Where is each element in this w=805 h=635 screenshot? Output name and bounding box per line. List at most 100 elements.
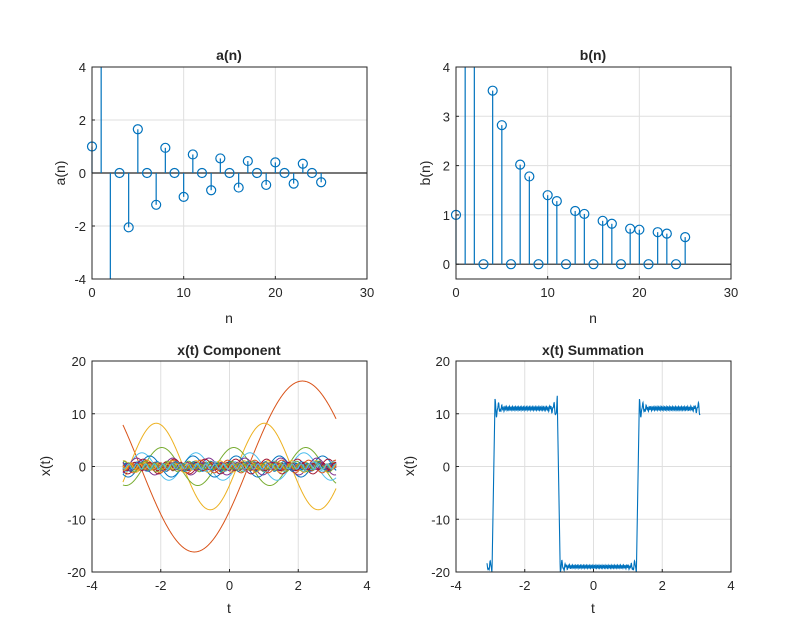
x-axis-label: t [227, 600, 231, 616]
y-tick-label: 2 [79, 113, 86, 128]
stem-marker [533, 259, 544, 270]
y-axis-label: x(t) [401, 456, 417, 476]
panel-a-n: a(n) 0 10 20 30 -4 -2 0 2 4 n a(n) [52, 47, 374, 326]
stem-marker [288, 178, 299, 189]
y-tick-label: 20 [436, 354, 450, 369]
x-tick-label: 0 [590, 578, 597, 593]
stem-marker [606, 218, 617, 229]
stem-marker [643, 259, 654, 270]
tick-labels: 0 10 20 30 -4 -2 0 2 4 [74, 60, 374, 300]
stem-marker [215, 153, 226, 164]
y-tick-label: 4 [79, 60, 86, 75]
stem-marker [270, 157, 281, 168]
panel-title: a(n) [216, 47, 242, 63]
x-tick-label: -2 [155, 578, 167, 593]
panel-b-n: b(n) 0 10 20 30 0 1 2 3 4 n b(n) [417, 47, 738, 326]
stem-marker [661, 228, 672, 239]
x-tick-label: -4 [450, 578, 462, 593]
stem-marker [251, 167, 263, 179]
y-tick-label: -20 [431, 565, 450, 580]
x-tick-label: 10 [176, 285, 190, 300]
stem-marker [560, 259, 572, 270]
x-tick-label: 0 [452, 285, 459, 300]
y-axis-label: a(n) [52, 161, 68, 186]
stem-marker [551, 196, 562, 207]
series-line [122, 380, 337, 553]
x-tick-label: -2 [519, 578, 531, 593]
y-tick-label: 2 [443, 159, 450, 174]
stem-marker [505, 259, 517, 270]
stem-marker [478, 259, 489, 270]
stem-marker [496, 120, 507, 131]
stem-marker [187, 149, 198, 160]
data-marks [450, 67, 691, 270]
stem-marker [114, 167, 125, 179]
x-tick-label: 30 [724, 285, 738, 300]
y-tick-label: 10 [72, 407, 86, 422]
x-tick-label: 2 [295, 578, 302, 593]
stem-marker [233, 182, 244, 193]
stem-marker [597, 215, 608, 226]
y-tick-label: 20 [72, 354, 86, 369]
panel-title: x(t) Component [177, 342, 281, 358]
stem-marker [588, 259, 599, 270]
x-tick-label: 20 [632, 285, 646, 300]
y-tick-label: 1 [443, 208, 450, 223]
stem-marker [487, 85, 498, 96]
series-line [122, 457, 337, 476]
y-tick-label: -4 [74, 272, 86, 287]
stem-marker [680, 231, 691, 243]
summation-line [486, 395, 701, 573]
y-tick-label: 3 [443, 109, 450, 124]
x-tick-label: -4 [86, 578, 98, 593]
x-axis-label: n [589, 310, 597, 326]
series-line [122, 422, 337, 511]
stem-marker [306, 167, 318, 179]
series-line [122, 447, 337, 486]
series-line [122, 461, 337, 472]
stem-marker [579, 208, 590, 220]
data-marks [86, 67, 327, 279]
panel-title: b(n) [580, 47, 606, 63]
y-tick-label: -10 [431, 512, 450, 527]
stem-marker [224, 167, 235, 179]
y-tick-label: 4 [443, 60, 450, 75]
stem-marker [196, 167, 208, 179]
stem-marker [160, 142, 171, 153]
stem-marker [570, 205, 581, 217]
series-line [122, 463, 337, 470]
stem-marker [670, 259, 682, 270]
x-axis-label: n [225, 310, 233, 326]
stem-marker [132, 124, 143, 135]
stem-marker [542, 190, 553, 201]
y-axis-label: b(n) [417, 161, 433, 186]
stem-marker [524, 171, 535, 182]
x-tick-label: 10 [540, 285, 554, 300]
stem-marker [178, 191, 189, 202]
data-marks [122, 380, 337, 553]
data-marks [486, 395, 701, 573]
stem-marker [297, 158, 308, 169]
y-tick-label: 0 [79, 166, 86, 181]
stem-marker [316, 177, 327, 188]
y-tick-label: 0 [443, 460, 450, 475]
stem-marker [151, 199, 162, 210]
stem-marker [169, 167, 180, 179]
stem-marker [634, 224, 645, 235]
y-tick-label: -10 [67, 512, 86, 527]
x-tick-label: 20 [268, 285, 282, 300]
x-tick-label: 2 [659, 578, 666, 593]
stem-marker [206, 185, 217, 196]
y-tick-label: -20 [67, 565, 86, 580]
y-tick-label: 10 [436, 407, 450, 422]
y-axis-label: x(t) [37, 456, 53, 476]
stem-marker [615, 259, 627, 270]
grid [455, 66, 732, 279]
stem-marker [515, 159, 526, 170]
stem-marker [242, 155, 253, 167]
y-tick-label: 0 [443, 257, 450, 272]
